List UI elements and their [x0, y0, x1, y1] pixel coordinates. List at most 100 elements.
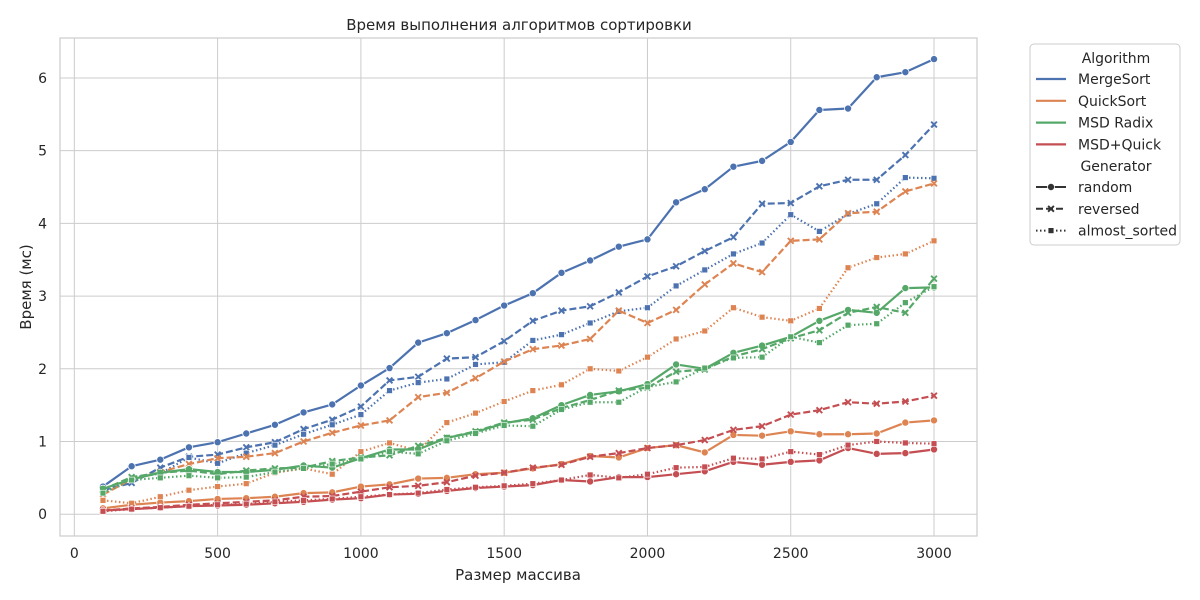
- data-point: [443, 419, 451, 426]
- data-point: [300, 465, 307, 472]
- data-point: [157, 504, 164, 511]
- data-point: [270, 420, 279, 429]
- data-point: [443, 355, 451, 363]
- data-point: [242, 453, 250, 461]
- data-point: [471, 353, 480, 361]
- data-point: [901, 151, 909, 159]
- data-point: [872, 429, 881, 438]
- y-axis-ticks: 0 1 2 3 4 5 6: [38, 71, 47, 523]
- data-point: [558, 381, 565, 388]
- data-point: [930, 445, 939, 454]
- data-point: [758, 353, 766, 361]
- data-point: [758, 200, 766, 208]
- series-mergesort-reversed: [99, 120, 938, 494]
- data-point: [442, 329, 451, 338]
- data-point: [472, 484, 479, 491]
- data-point: [730, 455, 737, 462]
- data-point: [99, 508, 107, 515]
- data-point: [815, 105, 824, 114]
- x-axis-label: Размер массива: [455, 566, 581, 584]
- legend-title-algorithm: Algorithm: [1082, 51, 1151, 67]
- series-msd-quick-almost-sorted: [99, 438, 938, 515]
- data-point: [185, 486, 193, 494]
- data-point: [415, 489, 422, 497]
- data-point: [443, 437, 451, 444]
- data-point: [902, 250, 909, 258]
- data-point: [872, 449, 881, 458]
- plot-frame: [59, 37, 978, 537]
- data-point: [873, 438, 880, 445]
- legend-generators: random reversed almost_sorted: [1036, 180, 1177, 240]
- data-point: [414, 474, 423, 483]
- data-point: [528, 289, 537, 298]
- data-point: [902, 174, 909, 181]
- data-point: [214, 501, 221, 508]
- data-point: [930, 179, 938, 187]
- data-point: [930, 120, 938, 129]
- data-point: [787, 448, 794, 455]
- data-point: [672, 282, 680, 290]
- data-point: [184, 443, 193, 452]
- series-line: [102, 277, 935, 491]
- data-point: [557, 268, 566, 277]
- data-point: [787, 333, 794, 340]
- series-line: [102, 176, 935, 495]
- data-point: [729, 162, 738, 171]
- data-point: [443, 478, 451, 486]
- series-line: [102, 182, 935, 496]
- data-point: [500, 469, 508, 477]
- x-tick-label: 3000: [916, 546, 952, 562]
- data-point: [873, 208, 881, 216]
- data-point: [472, 361, 479, 368]
- data-point: [529, 423, 537, 430]
- data-point: [700, 448, 709, 457]
- data-point: [299, 408, 308, 417]
- y-tick-label: 6: [38, 71, 47, 87]
- data-point: [586, 471, 594, 479]
- data-point: [300, 437, 308, 446]
- data-point: [644, 383, 651, 391]
- data-point: [471, 316, 480, 325]
- data-point: [844, 309, 852, 317]
- data-point: [844, 441, 852, 449]
- data-point: [271, 441, 279, 449]
- data-point: [357, 411, 365, 418]
- data-point: [901, 284, 910, 293]
- series-line: [102, 394, 935, 512]
- data-point: [242, 466, 250, 475]
- data-point: [156, 455, 165, 464]
- data-point: [385, 376, 394, 384]
- data-point: [816, 451, 823, 458]
- data-point: [901, 68, 910, 77]
- data-point: [185, 472, 193, 479]
- data-point: [557, 461, 566, 469]
- data-point: [243, 480, 250, 487]
- data-point: [701, 266, 708, 274]
- data-point: [586, 477, 595, 486]
- legend-marker: [1047, 227, 1055, 234]
- legend-entry-quicksort: QuickSort: [1036, 94, 1147, 110]
- data-point: [786, 457, 795, 466]
- data-point: [586, 335, 594, 343]
- data-point: [385, 364, 394, 373]
- data-point: [243, 473, 250, 481]
- data-point: [557, 307, 566, 315]
- data-point: [328, 400, 337, 409]
- legend-label: QuickSort: [1078, 94, 1147, 110]
- data-point: [701, 247, 709, 255]
- data-point: [443, 486, 451, 493]
- data-point: [329, 421, 336, 428]
- series-group: [98, 55, 939, 515]
- data-point: [816, 339, 823, 346]
- data-point: [558, 476, 565, 484]
- data-point: [529, 317, 537, 325]
- data-point: [99, 489, 107, 497]
- data-point: [414, 338, 423, 347]
- legend-box: [1029, 43, 1181, 246]
- data-point: [586, 453, 594, 461]
- legend-label: reversed: [1078, 202, 1140, 218]
- data-point: [472, 409, 479, 417]
- data-point: [844, 398, 852, 406]
- data-point: [185, 502, 193, 510]
- data-point: [471, 472, 480, 480]
